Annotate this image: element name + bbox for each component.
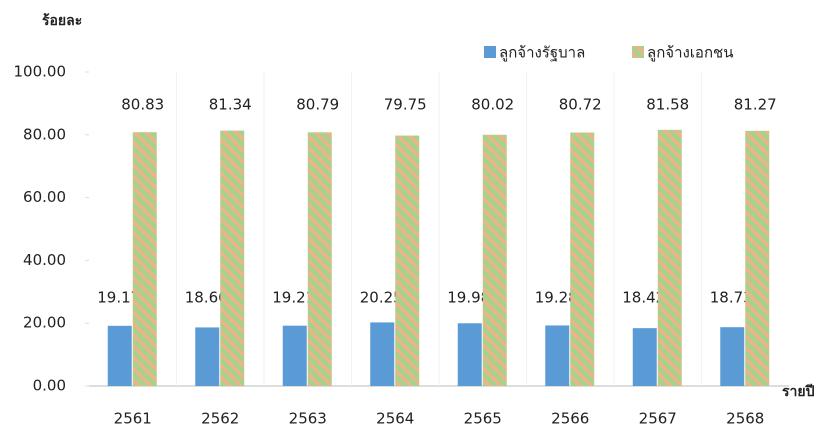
value-label: 18.73 [710,289,753,307]
y-tick-label: 100.00 [14,63,67,81]
bar [220,130,245,386]
bar [195,327,220,386]
value-label: 81.27 [734,96,777,114]
bar [745,130,770,386]
x-tick-label: 2566 [551,410,589,428]
bar [720,327,745,386]
bar [570,132,595,386]
bar [482,134,507,386]
y-tick-label: 80.00 [23,125,66,143]
y-tick-label: 20.00 [23,314,66,332]
bar [132,132,157,386]
bar [282,325,307,386]
value-label: 19.28 [535,289,578,307]
value-label: 81.34 [209,96,252,114]
x-tick-label: 2565 [464,410,502,428]
y-tick-label: 60.00 [23,188,66,206]
value-label: 80.83 [121,96,164,114]
y-axis-title: ร้อยละ [42,13,82,29]
value-label: 80.02 [471,96,514,114]
legend-swatch [484,46,496,58]
value-label: 18.66 [185,289,228,307]
legend-label: ลูกจ้างเอกชน [647,44,733,62]
value-label: 81.58 [646,96,689,114]
value-label: 19.21 [272,289,315,307]
bar [457,323,482,386]
value-label: 20.25 [360,289,403,307]
value-label: 19.98 [447,289,490,307]
bar [632,328,657,386]
value-label: 19.17 [97,289,140,307]
y-tick-label: 0.00 [33,377,66,395]
x-tick-label: 2564 [376,410,414,428]
value-label: 80.79 [296,96,339,114]
value-label: 18.42 [622,289,665,307]
bar [107,325,132,386]
legend-label: ลูกจ้างรัฐบาล [499,44,585,62]
bar [307,132,332,386]
bar [545,325,570,386]
x-tick-label: 2567 [639,410,677,428]
x-tick-label: 2563 [289,410,327,428]
bar [370,322,395,386]
x-tick-label: 2562 [201,410,239,428]
legend-swatch [632,46,644,58]
bar [657,129,682,386]
x-tick-label: 2568 [726,410,764,428]
value-label: 80.72 [559,96,602,114]
y-tick-label: 40.00 [23,251,66,269]
bar [395,135,420,386]
x-tick-label: 2561 [114,410,152,428]
value-label: 79.75 [384,96,427,114]
x-axis-title: รายปี [782,384,815,400]
